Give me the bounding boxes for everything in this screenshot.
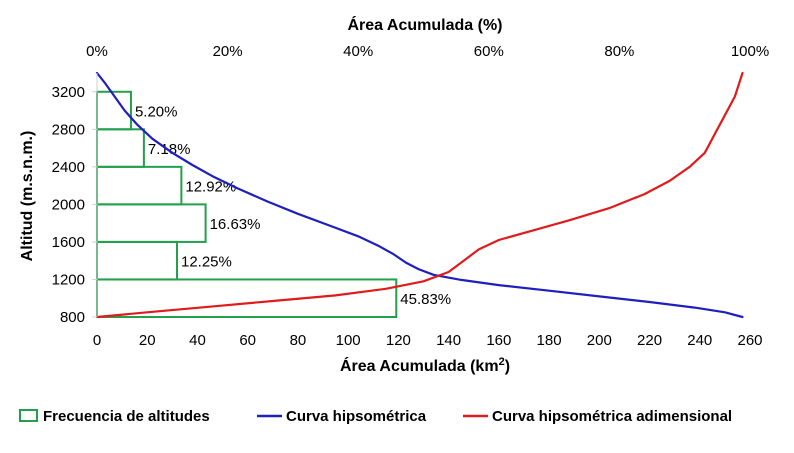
x-bottom-tick-label: 120 — [386, 332, 411, 349]
y-tick-label: 2800 — [52, 121, 85, 138]
legend-label-frequency: Frecuencia de altitudes — [43, 408, 210, 425]
x-top-tick-label: 40% — [343, 43, 373, 60]
top-axis-title: Área Acumulada (%) — [348, 15, 503, 34]
x-bottom-tick-label: 140 — [436, 332, 461, 349]
x-bottom-tick-label: 260 — [737, 332, 762, 349]
legend-bar-swatch — [19, 409, 38, 422]
x-top-tick-label: 20% — [213, 43, 243, 60]
bar-percent-label: 12.25% — [181, 254, 232, 271]
x-bottom-tick-label: 0 — [93, 332, 101, 349]
bar-percent-label: 45.83% — [400, 291, 451, 308]
bottom-axis-title-superscript: 2 — [499, 356, 505, 368]
hypsometric-curves — [95, 71, 744, 319]
legend-label-hypsometric: Curva hipsométrica — [286, 408, 427, 425]
y-tick-label: 3200 — [52, 84, 85, 101]
bar-percent-label: 12.92% — [185, 179, 236, 196]
y-tick-label: 2400 — [52, 159, 85, 176]
x-bottom-tick-label: 60 — [239, 332, 256, 349]
x-bottom-tick-label: 240 — [687, 332, 712, 349]
x-top-tick-label: 60% — [474, 43, 504, 60]
altitude-frequency-bar — [96, 203, 207, 243]
legend-label-dimensionless: Curva hipsométrica adimensional — [492, 408, 732, 425]
bar-percent-label: 5.20% — [135, 104, 178, 121]
hypsometric-curve-line — [95, 71, 744, 319]
y-axis-title: Altitud (m.s.n.m.) — [19, 131, 36, 262]
x-bottom-tick-label: 160 — [486, 332, 511, 349]
x-top-tick-label: 0% — [86, 43, 108, 60]
altitude-frequency-bar — [96, 165, 183, 206]
altitude-frequency-bar — [96, 240, 178, 281]
x-bottom-tick-label: 220 — [637, 332, 662, 349]
y-tick-label: 1200 — [52, 271, 85, 288]
x-top-tick-label: 80% — [604, 43, 634, 60]
y-tick-label: 800 — [60, 309, 85, 326]
axes: 800 1200 1600 2000 2400 2800 3200 0 20 40 60 80 100 1… — [52, 43, 770, 349]
y-tick-label: 2000 — [52, 196, 85, 213]
dimensionless-hypsometric-curve-line — [95, 71, 744, 319]
legend: Frecuencia de altitudes Curva hipsométri… — [19, 408, 732, 425]
x-bottom-tick-label: 100 — [336, 332, 361, 349]
x-bottom-tick-label: 200 — [587, 332, 612, 349]
x-top-tick-label: 100% — [731, 43, 769, 60]
x-bottom-tick-label: 20 — [139, 332, 156, 349]
bar-percent-label: 16.63% — [210, 216, 261, 233]
bottom-axis-title: Área Acumulada (km2) — [340, 356, 510, 375]
x-bottom-tick-label: 80 — [290, 332, 307, 349]
x-bottom-tick-label: 40 — [189, 332, 206, 349]
x-bottom-tick-label: 180 — [537, 332, 562, 349]
altitude-frequency-bar — [96, 128, 145, 168]
y-tick-label: 1600 — [52, 234, 85, 251]
altitude-frequency-bar — [96, 278, 398, 319]
